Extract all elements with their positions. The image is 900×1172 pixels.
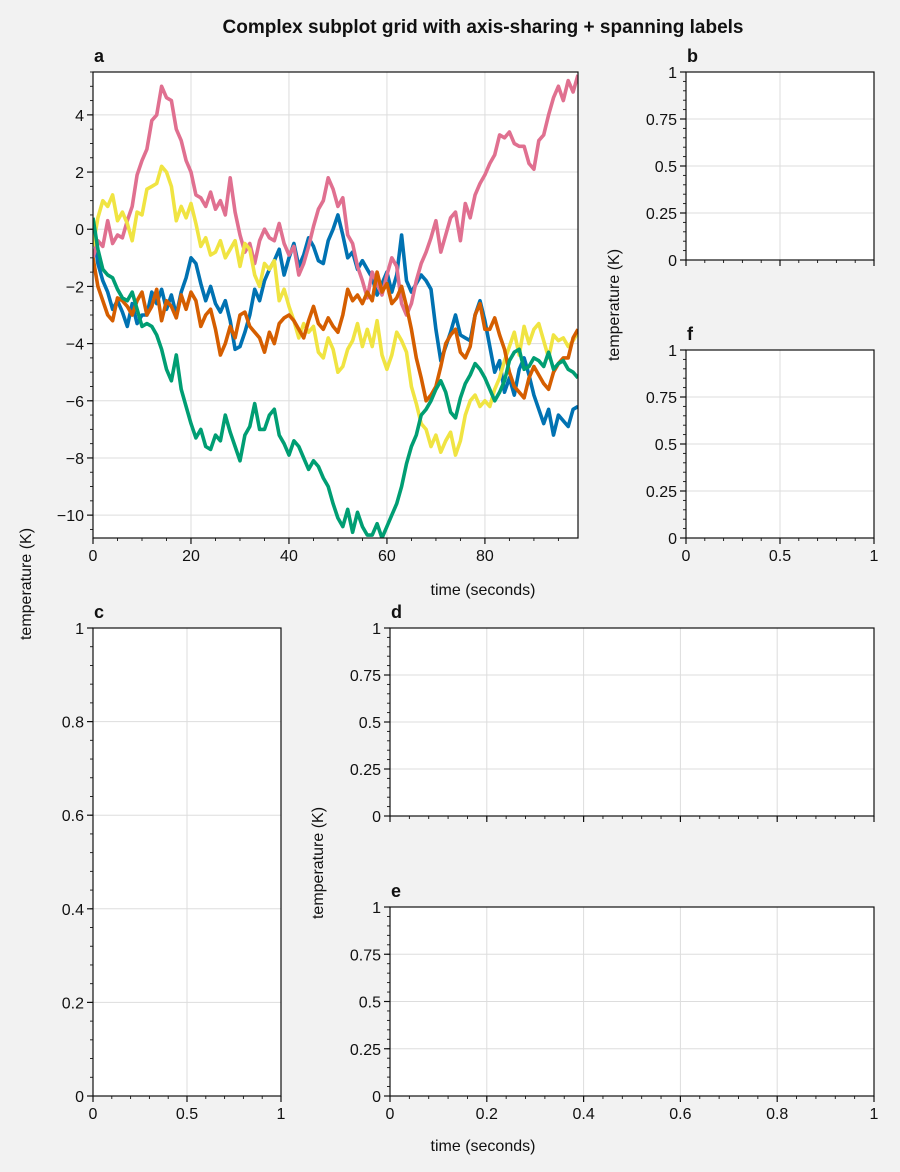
y-tick-label: 0 bbox=[668, 253, 677, 270]
series-line-0 bbox=[93, 213, 578, 437]
x-tick-label: 1 bbox=[870, 548, 879, 565]
y-tick-label: 0.75 bbox=[646, 390, 677, 407]
ylabel-right-bottom: temperature (K) bbox=[310, 807, 327, 919]
panel-frame bbox=[92, 71, 579, 539]
x-tick-label: 20 bbox=[182, 548, 200, 565]
y-tick-label: 0.25 bbox=[350, 1042, 381, 1059]
ylabel-right-top: temperature (K) bbox=[606, 249, 623, 361]
y-tick-label: 1 bbox=[75, 621, 84, 638]
y-tick-label: 0.6 bbox=[62, 808, 84, 825]
panel-c: 00.20.40.60.810 0.5 1c bbox=[62, 602, 286, 1123]
x-tick-label: 80 bbox=[476, 548, 494, 565]
y-tick-label: −4 bbox=[66, 337, 84, 354]
figure-title: Complex subplot grid with axis-sharing +… bbox=[223, 17, 744, 38]
y-tick-label: 1 bbox=[372, 900, 381, 917]
x-tick-label: 0.6 bbox=[669, 1106, 691, 1123]
x-tick-label: 1 bbox=[870, 1106, 879, 1123]
x-tick-label: 0.5 bbox=[176, 1106, 198, 1123]
y-tick-label: 4 bbox=[75, 108, 84, 125]
y-tick-label: 0.75 bbox=[350, 947, 381, 964]
y-tick-label: −8 bbox=[66, 451, 84, 468]
x-tick-label: 0.2 bbox=[476, 1106, 498, 1123]
y-tick-label: 0.25 bbox=[646, 206, 677, 223]
series-line-3 bbox=[93, 257, 578, 403]
y-tick-label: 0 bbox=[75, 1089, 84, 1106]
panel-d: 0 0.25 0.5 0.75 1d bbox=[350, 602, 875, 826]
y-tick-label: 0.75 bbox=[350, 668, 381, 685]
y-tick-label: 0.5 bbox=[359, 995, 381, 1012]
y-tick-label: −2 bbox=[66, 279, 84, 296]
x-tick-label: 0 bbox=[89, 548, 98, 565]
y-tick-label: 0 bbox=[372, 1089, 381, 1106]
y-tick-label: 2 bbox=[75, 165, 84, 182]
ylabel-left: temperature (K) bbox=[18, 528, 35, 640]
x-tick-label: 0 bbox=[682, 548, 691, 565]
x-tick-label: 0 bbox=[89, 1106, 98, 1123]
y-tick-label: 1 bbox=[668, 65, 677, 82]
y-tick-label: 0.2 bbox=[62, 995, 84, 1012]
y-tick-label: 0.5 bbox=[359, 715, 381, 732]
y-tick-label: 0 bbox=[75, 222, 84, 239]
x-tick-label: 40 bbox=[280, 548, 298, 565]
x-tick-label: 1 bbox=[277, 1106, 286, 1123]
series-line-1 bbox=[93, 74, 578, 317]
series-line-4 bbox=[93, 217, 578, 538]
y-tick-label: 0.4 bbox=[62, 902, 84, 919]
x-tick-label: 0 bbox=[386, 1106, 395, 1123]
series-line-2 bbox=[93, 164, 578, 457]
y-tick-label: 0 bbox=[668, 531, 677, 548]
panel-b: 0 0.25 0.5 0.75 1b bbox=[646, 46, 875, 270]
y-tick-label: 0.8 bbox=[62, 715, 84, 732]
y-tick-label: 0.5 bbox=[655, 437, 677, 454]
y-tick-label: 1 bbox=[668, 343, 677, 360]
xlabel-top: time (seconds) bbox=[431, 582, 536, 599]
panel-label-d: d bbox=[391, 602, 402, 622]
panel-label-e: e bbox=[391, 881, 401, 901]
y-tick-label: 1 bbox=[372, 621, 381, 638]
xlabel-bottom: time (seconds) bbox=[431, 1138, 536, 1155]
y-tick-label: 0 bbox=[372, 809, 381, 826]
x-tick-label: 0.5 bbox=[769, 548, 791, 565]
panel-label-a: a bbox=[94, 46, 105, 66]
y-tick-label: 0.25 bbox=[646, 484, 677, 501]
y-tick-label: −10 bbox=[57, 508, 84, 525]
panel-label-c: c bbox=[94, 602, 104, 622]
y-tick-label: 0.5 bbox=[655, 159, 677, 176]
x-tick-label: 0.8 bbox=[766, 1106, 788, 1123]
y-tick-label: −6 bbox=[66, 394, 84, 411]
x-tick-label: 0.4 bbox=[572, 1106, 594, 1123]
panel-label-f: f bbox=[687, 324, 694, 344]
panel-label-b: b bbox=[687, 46, 698, 66]
y-tick-label: 0.25 bbox=[350, 762, 381, 779]
y-tick-label: 0.75 bbox=[646, 112, 677, 129]
x-tick-label: 60 bbox=[378, 548, 396, 565]
